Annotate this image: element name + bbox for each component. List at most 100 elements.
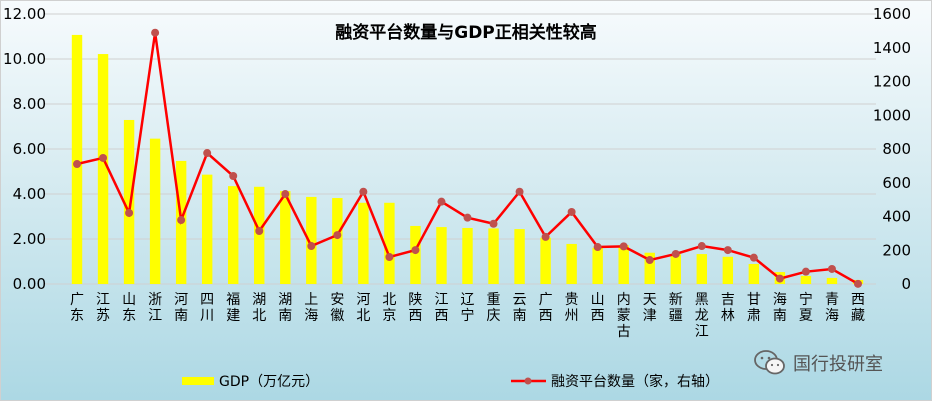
category-label: 北 [356, 308, 370, 324]
bar-gdp [280, 191, 291, 284]
category-label: 徽 [330, 308, 344, 324]
category-label: 蒙 [617, 308, 631, 324]
category-label: 湖 [252, 292, 266, 308]
category-label: 北 [382, 292, 396, 308]
category-label: 藏 [851, 308, 865, 324]
category-label: 南 [278, 308, 292, 324]
category-label: 东 [122, 308, 136, 324]
point-platforms [281, 190, 290, 199]
bar-gdp [228, 186, 239, 284]
point-platforms [541, 232, 550, 241]
category-label: 吉 [721, 292, 735, 308]
right-tick-label: 1000 [873, 106, 911, 124]
bar-gdp [358, 202, 369, 284]
category-label: 福 [226, 292, 240, 308]
legend-line-marker [524, 377, 532, 385]
left-tick-label: 10.00 [3, 50, 46, 68]
category-label: 川 [200, 308, 214, 324]
bar-gdp [748, 263, 760, 284]
bar-gdp [644, 252, 655, 284]
category-label: 宁 [799, 291, 813, 308]
category-label: 黑 [695, 292, 709, 308]
point-platforms [463, 213, 472, 222]
point-platforms [723, 246, 732, 255]
bar-gdp [540, 237, 551, 284]
left-tick-label: 4.00 [13, 185, 46, 203]
bar-gdp [201, 174, 213, 284]
right-tick-label: 0 [901, 275, 911, 293]
point-platforms [437, 197, 446, 206]
left-tick-label: 0.00 [13, 275, 46, 293]
category-label: 海 [825, 308, 839, 324]
category-label: 西 [434, 308, 448, 324]
bar-gdp [254, 186, 265, 284]
point-platforms [177, 216, 186, 225]
category-label: 建 [226, 308, 240, 324]
point-platforms [359, 187, 368, 196]
category-label: 西 [591, 308, 605, 324]
wechat-icon [754, 350, 785, 375]
point-platforms [515, 187, 524, 196]
category-label: 疆 [669, 308, 683, 324]
category-label: 江 [96, 292, 110, 308]
category-label: 肃 [747, 308, 761, 324]
left-tick-label: 2.00 [13, 230, 46, 248]
right-tick-label: 200 [882, 241, 911, 259]
category-label: 林 [721, 308, 735, 324]
left-tick-label: 12.00 [3, 5, 46, 23]
bar-gdp [800, 275, 812, 284]
bar-gdp [123, 119, 135, 284]
bar-gdp [410, 225, 421, 284]
point-platforms [385, 253, 394, 261]
right-tick-label: 1400 [873, 39, 911, 57]
category-label: 海 [773, 292, 787, 308]
point-platforms [593, 243, 602, 252]
legend-line-label: 融资平台数量（家，右轴） [551, 373, 719, 390]
point-platforms [333, 231, 342, 240]
category-label: 庆 [487, 308, 501, 324]
category-label: 青 [825, 292, 839, 308]
category-label: 苏 [96, 308, 110, 324]
point-platforms [567, 207, 576, 216]
bar-gdp [696, 254, 707, 284]
category-label: 龙 [695, 308, 709, 324]
left-tick-label: 8.00 [13, 95, 46, 113]
category-label: 江 [434, 292, 448, 308]
point-platforms [99, 153, 108, 162]
point-platforms [775, 274, 784, 283]
point-platforms [125, 208, 134, 217]
right-tick-label: 800 [882, 140, 911, 158]
point-platforms [749, 253, 758, 262]
right-tick-label: 600 [882, 174, 911, 192]
category-label: 江 [148, 308, 162, 324]
category-label: 南 [174, 308, 188, 324]
point-platforms [853, 279, 862, 288]
bar-gdp [332, 198, 343, 284]
category-label: 南 [513, 308, 527, 324]
bar-gdp [488, 228, 499, 284]
point-platforms [151, 28, 160, 37]
point-platforms [229, 172, 238, 180]
category-label: 内 [617, 292, 631, 308]
category-label: 古 [617, 324, 631, 340]
point-platforms [827, 264, 836, 273]
category-label: 南 [773, 308, 787, 324]
bar-gdp [149, 138, 161, 284]
watermark: 国行投研室 [753, 349, 883, 377]
bar-gdp [97, 54, 109, 284]
category-label: 西 [851, 292, 865, 308]
point-platforms [671, 249, 680, 258]
category-label: 广 [70, 292, 84, 308]
category-label: 京 [382, 308, 396, 324]
point-platforms [307, 242, 316, 251]
category-label: 西 [408, 308, 422, 324]
point-platforms [73, 160, 82, 169]
bar-gdp [592, 247, 603, 284]
bar-gdp [566, 243, 577, 284]
right-tick-label: 1600 [873, 5, 911, 23]
category-label: 宁 [461, 307, 475, 324]
point-platforms [619, 242, 628, 251]
bar-gdp [436, 227, 447, 284]
category-label: 河 [356, 292, 370, 308]
